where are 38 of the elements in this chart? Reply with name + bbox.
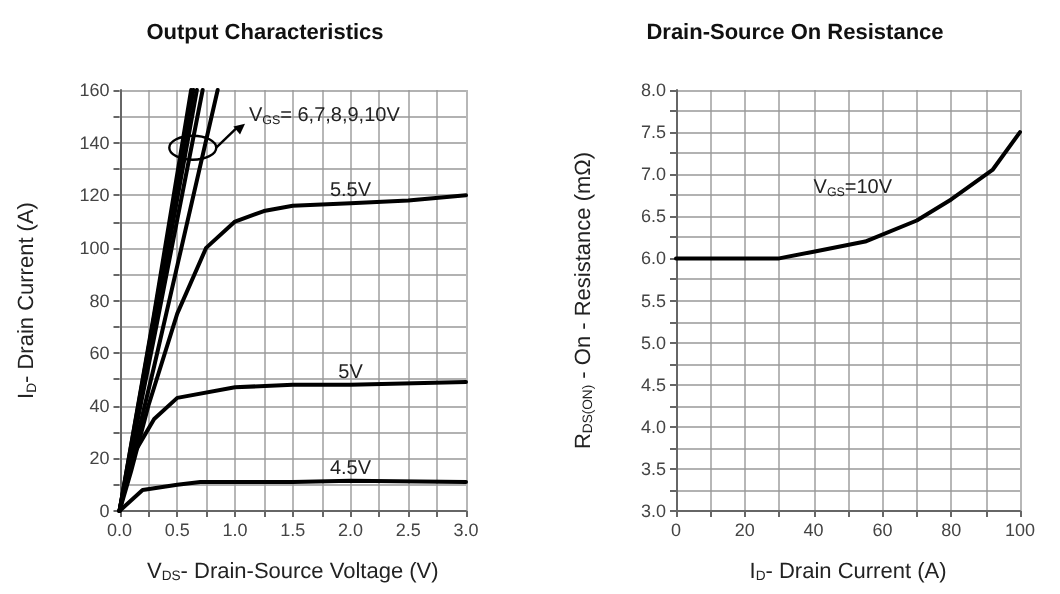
x-tick-label: 60: [872, 520, 893, 540]
y-tick-label: 4.5: [640, 374, 666, 395]
x-tick-label: 0.5: [164, 520, 190, 540]
y-tick-label: 3.5: [640, 458, 666, 479]
y-tick-label: 0: [99, 501, 110, 521]
y-tick-label: 5.0: [640, 332, 666, 353]
y-tick-label: 80: [89, 290, 110, 311]
x-tick-label: 2.5: [395, 520, 421, 540]
x-tick-label: 0.0: [106, 520, 133, 540]
y-tick-label: 6.0: [640, 248, 666, 269]
y-tick-label: 20: [89, 448, 110, 469]
y-tick-label: 140: [79, 132, 110, 153]
y-tick-label: 40: [89, 395, 110, 416]
y-tick-label: 100: [79, 237, 110, 258]
y-tick-label: 160: [79, 80, 110, 100]
x-tick-label: 1.0: [222, 520, 248, 540]
y-tick-label: 60: [89, 343, 110, 364]
y-tick-label: 3.0: [640, 501, 666, 521]
x-tick-label: 40: [803, 520, 824, 540]
x-tick-label: 2.0: [337, 520, 364, 540]
y-tick-label: 7.5: [640, 122, 666, 143]
x-tick-label: 3.0: [453, 520, 479, 540]
chart-title: Output Characteristics: [146, 21, 384, 45]
series-label: 5.5V: [329, 180, 372, 203]
x-tick-label: 0: [670, 520, 682, 540]
y-tick-label: 4.0: [640, 416, 666, 437]
y-tick-label: 8.0: [640, 80, 666, 100]
y-tick-label: 6.5: [640, 206, 666, 227]
y-tick-label: 7.0: [640, 164, 666, 185]
y-tick-label: 120: [79, 185, 110, 206]
series-label: 4.5V: [329, 457, 372, 480]
y-tick-label: 5.5: [640, 290, 666, 311]
chart-title: Drain-Source On Resistance: [646, 21, 944, 45]
x-tick-label: 1.5: [280, 520, 306, 540]
series-label: 5V: [338, 361, 364, 384]
x-tick-label: 100: [1004, 520, 1036, 540]
x-tick-label: 80: [941, 520, 962, 540]
x-tick-label: 20: [734, 520, 755, 540]
